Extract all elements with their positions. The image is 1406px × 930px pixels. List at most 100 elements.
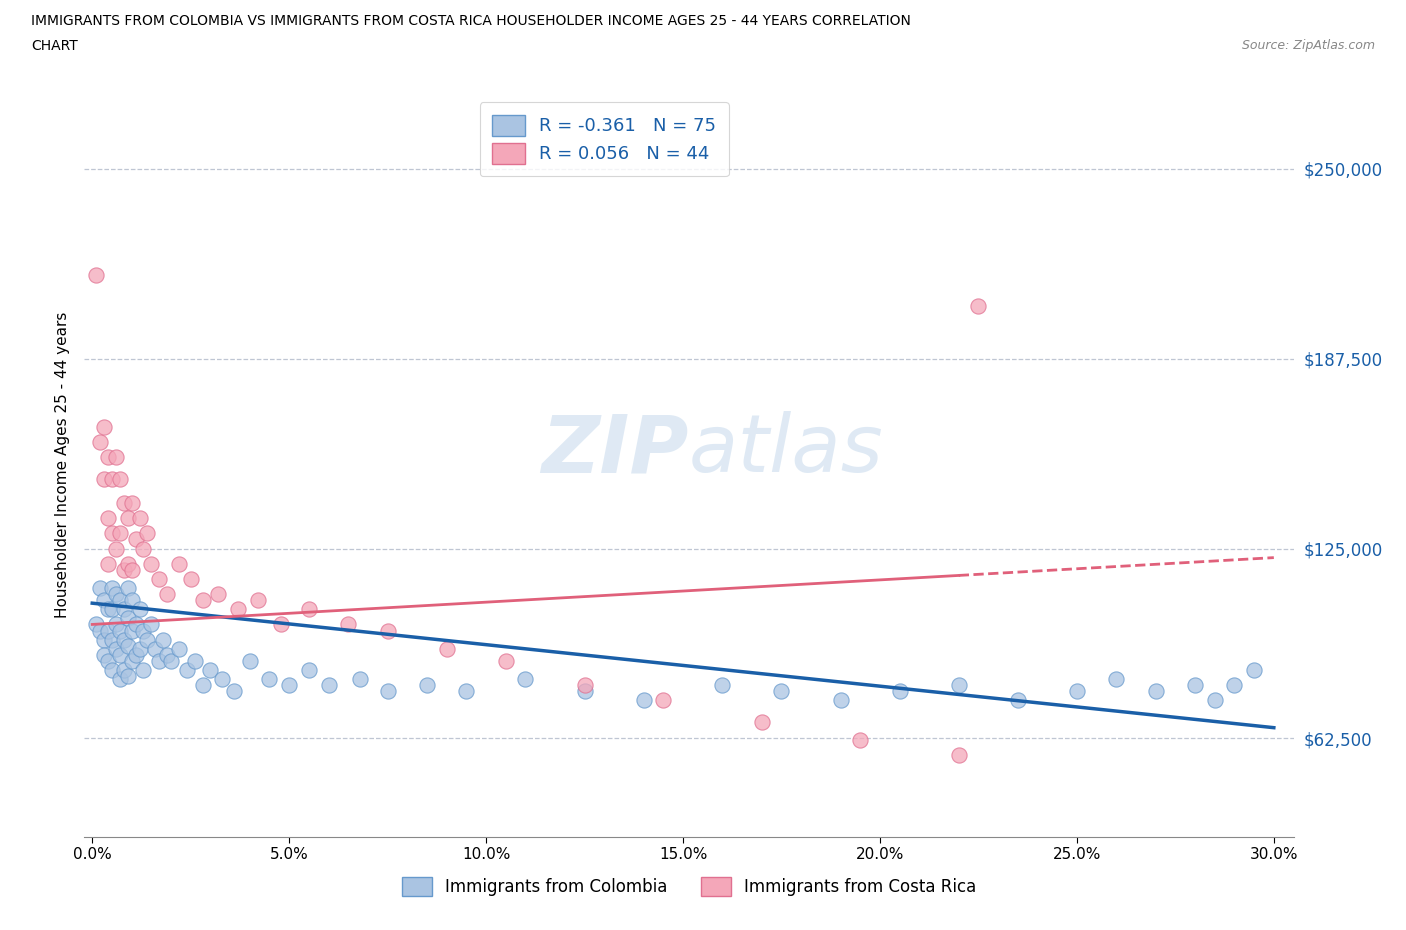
Point xyxy=(246,592,269,607)
Point xyxy=(101,580,124,595)
Point xyxy=(117,669,139,684)
Point xyxy=(191,592,214,607)
Point xyxy=(1243,662,1265,677)
Point xyxy=(104,450,127,465)
Point xyxy=(889,684,911,698)
Point xyxy=(117,611,139,626)
Point xyxy=(97,556,120,571)
Point xyxy=(108,647,131,662)
Point xyxy=(1223,678,1246,693)
Point xyxy=(132,662,155,677)
Text: ZIP: ZIP xyxy=(541,411,689,489)
Point xyxy=(84,617,107,631)
Point xyxy=(117,580,139,595)
Point xyxy=(141,556,163,571)
Point xyxy=(121,563,143,578)
Point xyxy=(117,638,139,653)
Point xyxy=(436,642,458,657)
Point xyxy=(141,617,163,631)
Point xyxy=(112,496,135,511)
Point xyxy=(108,472,131,486)
Point xyxy=(117,556,139,571)
Point xyxy=(1007,693,1029,708)
Point xyxy=(574,684,596,698)
Point xyxy=(97,511,120,525)
Point xyxy=(226,602,249,617)
Point xyxy=(104,642,127,657)
Point xyxy=(124,532,146,547)
Point xyxy=(298,602,321,617)
Point xyxy=(104,541,127,556)
Point xyxy=(97,450,120,465)
Point xyxy=(183,654,205,669)
Point xyxy=(112,632,135,647)
Point xyxy=(156,647,179,662)
Point xyxy=(167,642,190,657)
Point xyxy=(124,647,146,662)
Point xyxy=(143,642,166,657)
Point xyxy=(93,419,115,434)
Point xyxy=(211,671,233,686)
Point xyxy=(652,693,675,708)
Point xyxy=(93,632,115,647)
Point xyxy=(101,632,124,647)
Point xyxy=(97,623,120,638)
Point xyxy=(515,671,537,686)
Point xyxy=(967,299,990,313)
Point xyxy=(124,617,146,631)
Point xyxy=(101,525,124,540)
Point xyxy=(1204,693,1226,708)
Point xyxy=(112,662,135,677)
Point xyxy=(416,678,439,693)
Point xyxy=(633,693,655,708)
Point xyxy=(176,662,198,677)
Point xyxy=(377,623,399,638)
Point xyxy=(770,684,793,698)
Point xyxy=(180,571,202,586)
Point xyxy=(84,268,107,283)
Point xyxy=(167,556,190,571)
Point xyxy=(136,525,159,540)
Point xyxy=(128,602,150,617)
Point xyxy=(152,632,174,647)
Point xyxy=(148,571,170,586)
Point xyxy=(132,623,155,638)
Point xyxy=(1105,671,1128,686)
Point xyxy=(711,678,734,693)
Point xyxy=(108,525,131,540)
Text: CHART: CHART xyxy=(31,39,77,53)
Point xyxy=(337,617,360,631)
Point xyxy=(89,623,111,638)
Point xyxy=(93,472,115,486)
Point xyxy=(89,580,111,595)
Point xyxy=(104,617,127,631)
Point xyxy=(112,602,135,617)
Point xyxy=(128,642,150,657)
Point xyxy=(207,587,229,602)
Point xyxy=(136,632,159,647)
Point xyxy=(191,678,214,693)
Point xyxy=(108,592,131,607)
Point xyxy=(108,623,131,638)
Text: atlas: atlas xyxy=(689,411,884,489)
Y-axis label: Householder Income Ages 25 - 44 years: Householder Income Ages 25 - 44 years xyxy=(55,312,70,618)
Point xyxy=(97,602,120,617)
Point xyxy=(574,678,596,693)
Point xyxy=(108,671,131,686)
Point xyxy=(101,472,124,486)
Point xyxy=(456,684,478,698)
Point xyxy=(148,654,170,669)
Point xyxy=(93,592,115,607)
Point xyxy=(89,435,111,450)
Text: Source: ZipAtlas.com: Source: ZipAtlas.com xyxy=(1241,39,1375,52)
Legend: Immigrants from Colombia, Immigrants from Costa Rica: Immigrants from Colombia, Immigrants fro… xyxy=(395,870,983,903)
Point xyxy=(97,654,120,669)
Point xyxy=(377,684,399,698)
Point xyxy=(278,678,301,693)
Point xyxy=(200,662,222,677)
Point xyxy=(112,563,135,578)
Point xyxy=(101,662,124,677)
Point xyxy=(1144,684,1167,698)
Point xyxy=(156,587,179,602)
Point xyxy=(132,541,155,556)
